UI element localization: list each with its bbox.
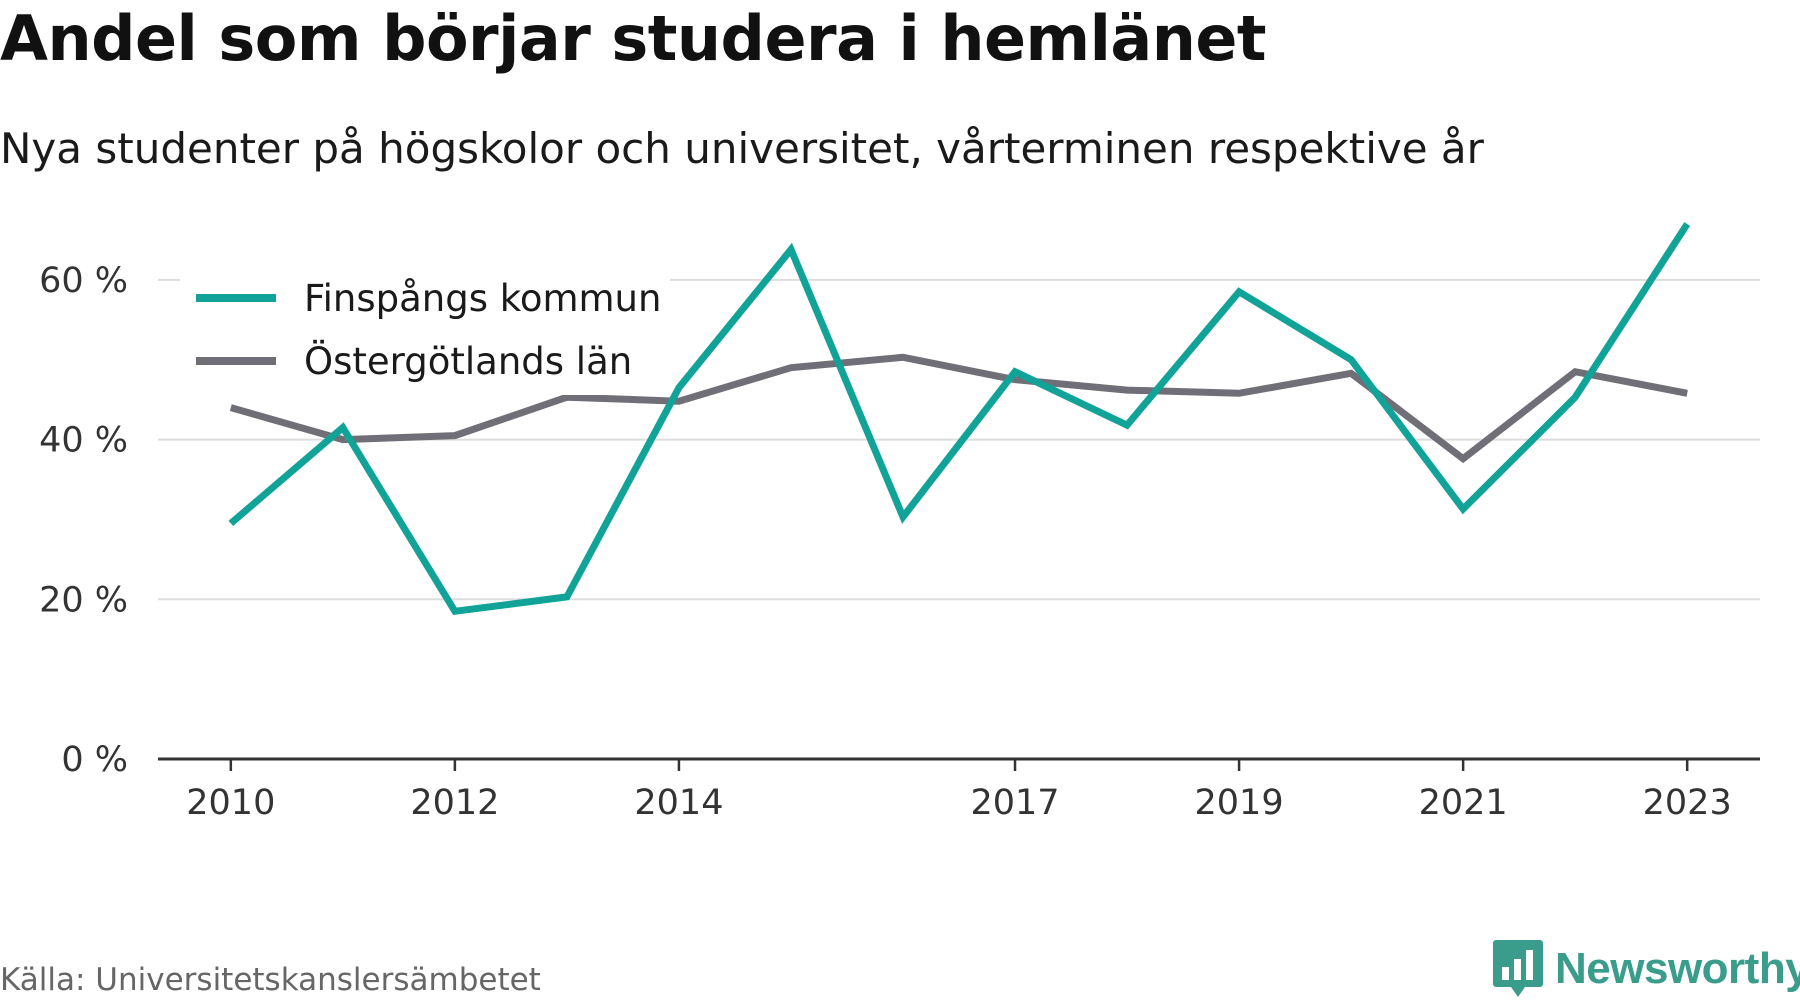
x-tick-label: 2010 <box>186 783 275 823</box>
legend: Finspångs kommun Östergötlands län <box>180 265 670 395</box>
y-tick-label: 40 % <box>39 421 128 461</box>
x-tick-label: 2012 <box>410 783 499 823</box>
logo-text: Newsworthy <box>1555 944 1800 993</box>
x-tick-label: 2021 <box>1419 783 1508 823</box>
source-note: Källa: Universitetskanslersämbetet <box>0 962 541 998</box>
x-tick-label: 2014 <box>634 783 723 823</box>
series-lines <box>228 222 1691 616</box>
axes: 0 % 20 % 40 % 60 % 2010 2012 2014 2017 2019 2021 2… <box>39 261 1760 823</box>
newsworthy-logo: Newsworthy <box>1493 940 1800 998</box>
series-line-ostergotland <box>229 353 1688 464</box>
chart-title: Andel som börjar studera i hemlänet <box>0 2 1267 75</box>
legend-label-ostergotland: Östergötlands län <box>304 340 632 383</box>
legend-background <box>180 265 670 395</box>
chart-subtitle: Nya studenter på högskolor och universit… <box>0 124 1484 173</box>
bar-chart-speech-bubble-icon <box>1493 940 1543 997</box>
y-tick-label: 0 % <box>61 740 128 780</box>
y-tick-label: 60 % <box>39 261 128 301</box>
x-tick-label: 2023 <box>1643 783 1732 823</box>
y-tick-label: 20 % <box>39 580 128 620</box>
x-tick-label: 2019 <box>1195 783 1284 823</box>
series-line-finspang <box>228 222 1691 616</box>
x-tick-label: 2017 <box>970 783 1059 823</box>
legend-label-finspang: Finspångs kommun <box>304 277 661 320</box>
